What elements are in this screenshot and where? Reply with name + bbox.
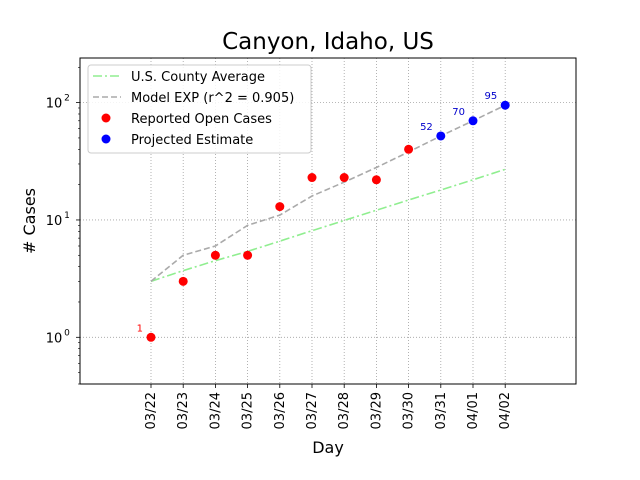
axes-frame <box>79 57 577 385</box>
data-label: 1 <box>137 323 143 334</box>
x-tick-label: 03/22 <box>144 392 159 429</box>
chart-title: Canyon, Idaho, US <box>222 29 434 55</box>
y-tick-label: 10 <box>46 214 63 229</box>
axes: 03/22 03/23 03/24 03/25 03/26 03/27 03/28 03/29… <box>46 66 513 429</box>
data-label: 95 <box>484 91 497 102</box>
x-tick-label: 03/30 <box>402 392 417 429</box>
data-point <box>275 202 285 212</box>
legend-label: U.S. County Average <box>131 70 265 85</box>
plot-area: 1 52 70 95 <box>137 91 510 342</box>
y-tick-exponent: 1 <box>64 211 70 221</box>
data-point <box>210 250 220 260</box>
x-tick-label: 03/28 <box>337 392 352 429</box>
legend-marker <box>101 113 111 123</box>
y-tick-exponent: 2 <box>64 94 70 104</box>
x-tick-label: 04/01 <box>466 392 481 429</box>
data-label: 52 <box>420 122 433 133</box>
x-tick-label: 03/24 <box>208 392 223 429</box>
y-tick-exponent: 0 <box>64 328 70 338</box>
data-point <box>371 175 381 185</box>
y-tick-label: 10 <box>46 331 63 346</box>
y-tick-label: 10 <box>46 97 63 112</box>
legend-label: Reported Open Cases <box>131 112 272 127</box>
data-point <box>500 100 510 110</box>
legend-marker <box>101 134 111 144</box>
legend-label: Projected Estimate <box>131 133 253 148</box>
legend: U.S. County Average Model EXP (r^2 = 0.90… <box>87 64 312 154</box>
data-point <box>178 276 188 286</box>
x-tick-label: 03/23 <box>176 392 191 429</box>
data-point <box>404 144 414 154</box>
data-point <box>307 173 317 183</box>
x-tick-label: 03/26 <box>273 392 288 429</box>
legend-label: Model EXP (r^2 = 0.905) <box>131 91 294 106</box>
x-tick-label: 03/31 <box>434 392 449 429</box>
data-point <box>146 332 156 342</box>
x-axis-label: Day <box>312 438 344 457</box>
x-tick-label: 04/02 <box>498 392 513 429</box>
x-tick-label: 03/29 <box>369 392 384 429</box>
data-point <box>243 250 253 260</box>
series-line <box>150 104 506 282</box>
data-point <box>436 131 446 141</box>
series-line <box>150 168 506 283</box>
legend-box <box>87 64 312 154</box>
data-label: 70 <box>452 107 465 118</box>
data-point <box>339 173 349 183</box>
x-tick-label: 03/25 <box>241 392 256 429</box>
y-axis-label: # Cases <box>20 188 39 254</box>
x-tick-label: 03/27 <box>305 392 320 429</box>
data-point <box>468 116 478 126</box>
